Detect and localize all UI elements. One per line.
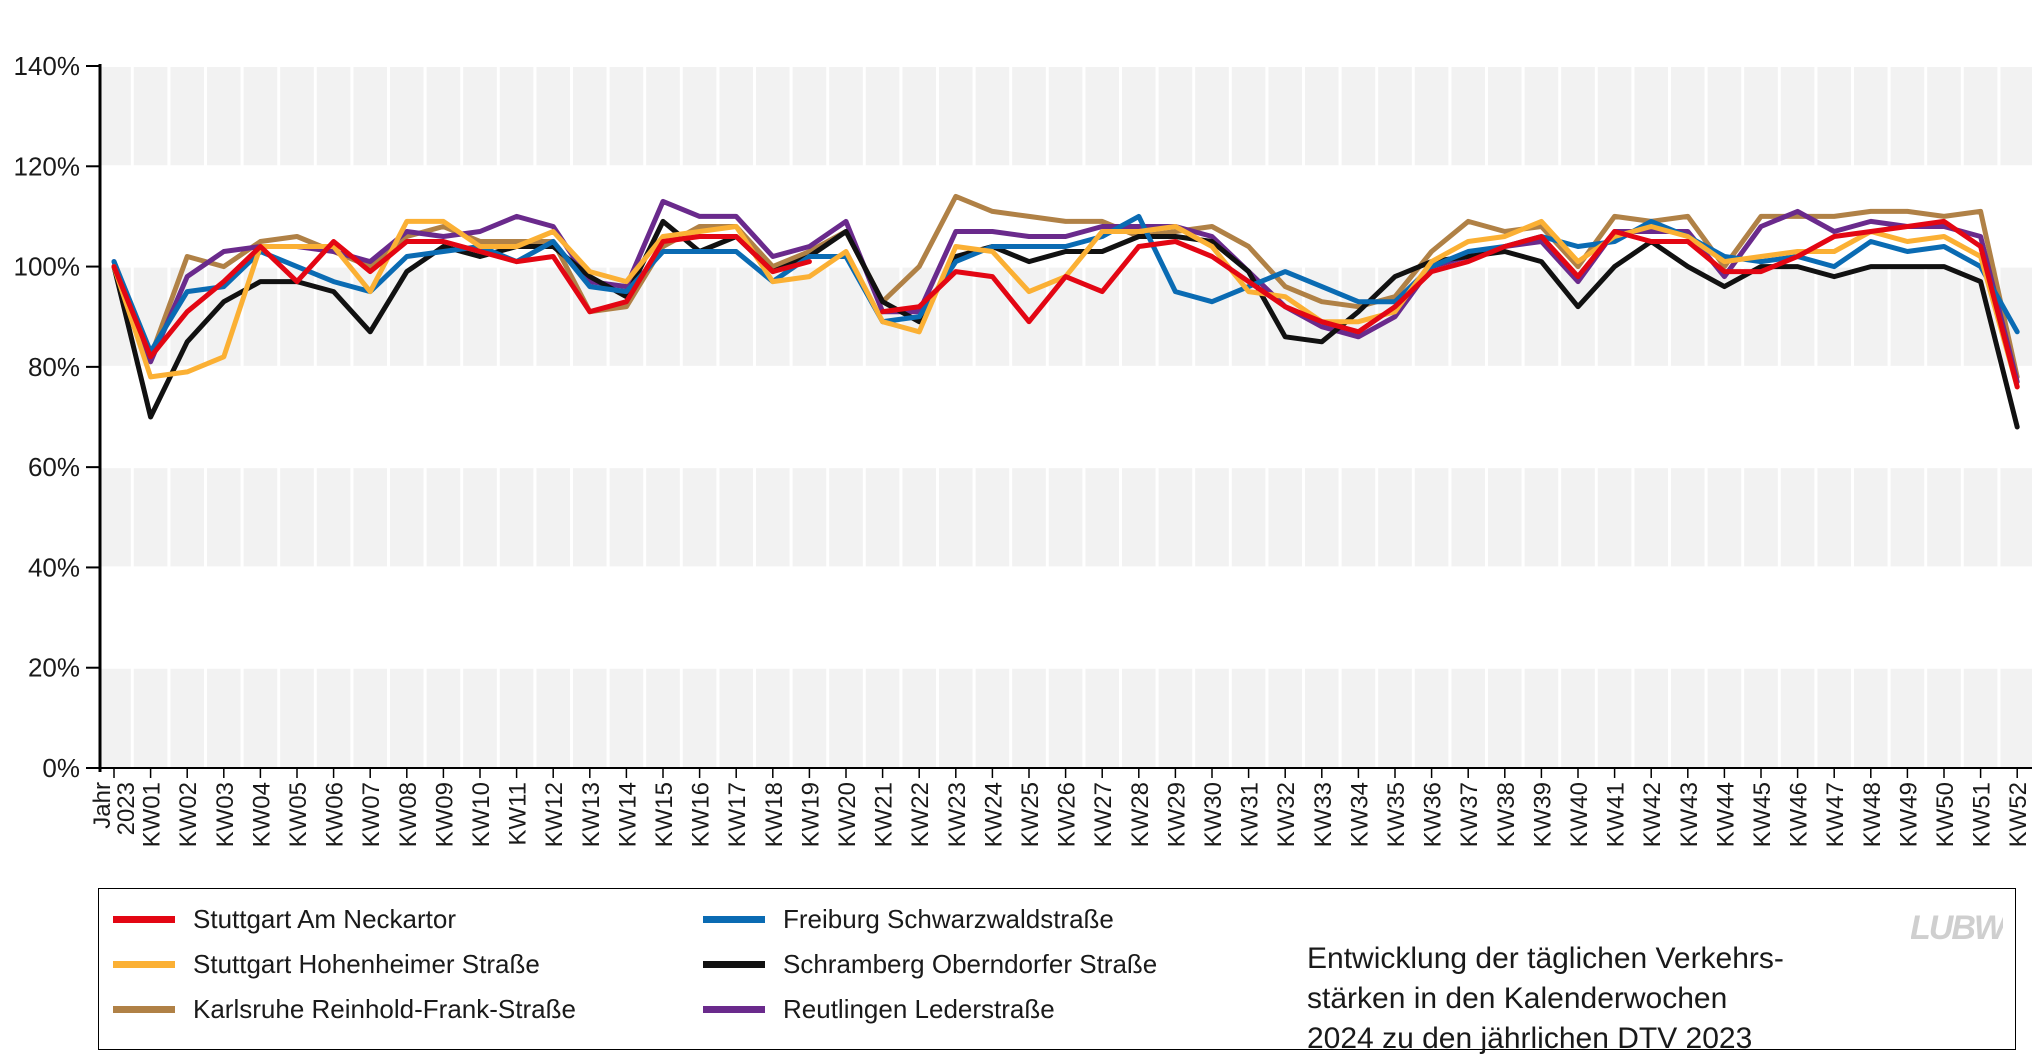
- x-tick-label: KW45: [1749, 782, 1776, 847]
- x-tick-label: KW35: [1383, 782, 1410, 847]
- x-tick-label: KW17: [724, 782, 751, 847]
- series-line-3: [111, 193, 2020, 380]
- y-tick-label: 100%: [14, 252, 81, 282]
- x-tick-label: KW52: [2005, 782, 2032, 847]
- lubw-logo-text: LUBW: [1911, 909, 2003, 947]
- legend-label: Reutlingen Lederstraße: [783, 994, 1055, 1024]
- chart-caption: Entwicklung der täglichen Verkehrs- stär…: [1307, 939, 1927, 1059]
- x-tick-label: KW09: [431, 782, 458, 847]
- x-tick-label: KW38: [1493, 782, 1520, 847]
- x-tick-label: KW43: [1676, 782, 1703, 847]
- y-tick-label: 40%: [28, 552, 80, 582]
- legend-item: Reutlingen Lederstraße: [703, 989, 1055, 1029]
- x-tick-label: KW15: [651, 782, 678, 847]
- x-tick-label: KW12: [541, 782, 568, 847]
- x-tick-label: KW05: [285, 782, 312, 847]
- x-tick-label: KW06: [322, 782, 349, 847]
- x-tick-label: KW11: [505, 782, 532, 846]
- legend-swatch: [113, 960, 175, 968]
- x-tick-label: KW27: [1090, 782, 1117, 847]
- legend: Stuttgart Am Neckartor Stuttgart Hohenhei…: [98, 888, 2016, 1055]
- legend-swatch: [703, 915, 765, 923]
- legend-label: Stuttgart Am Neckartor: [193, 904, 456, 934]
- x-tick-label: KW24: [980, 782, 1007, 847]
- legend-swatch: [113, 1005, 175, 1013]
- x-tick-label: KW47: [1822, 782, 1849, 847]
- x-tick-label: 2023: [113, 782, 140, 835]
- x-tick-label: KW20: [834, 782, 861, 847]
- legend-swatch: [113, 915, 175, 923]
- x-tick-label: KW26: [1054, 782, 1081, 847]
- y-tick-label: 20%: [28, 653, 80, 683]
- x-tick-label: KW01: [139, 782, 166, 847]
- x-tick-label: KW19: [797, 782, 824, 847]
- x-tick-label: KW32: [1273, 782, 1300, 847]
- x-tick-label: KW03: [212, 782, 239, 847]
- x-tick-label: KW25: [1017, 782, 1044, 847]
- caption-line-1: Entwicklung der täglichen Verkehrs-: [1307, 942, 1784, 975]
- plot-band: [100, 567, 2032, 668]
- x-tick-label: KW23: [944, 782, 971, 847]
- y-tick-label: 140%: [14, 51, 81, 81]
- x-tick-label: KW36: [1420, 782, 1447, 847]
- x-tick-label: Jahr: [89, 782, 116, 829]
- x-tick-label: KW29: [1163, 782, 1190, 847]
- x-tick-label: KW48: [1859, 782, 1886, 847]
- y-tick-label: 120%: [14, 151, 81, 181]
- x-tick-label: KW31: [1237, 782, 1264, 847]
- x-tick-label: KW07: [358, 782, 385, 847]
- x-tick-label: KW51: [1969, 782, 1996, 847]
- x-tick-label: KW21: [871, 782, 898, 847]
- legend-label: Schramberg Oberndorfer Straße: [783, 949, 1158, 979]
- x-tick-label: KW41: [1603, 782, 1630, 847]
- x-tick-label: KW16: [688, 782, 715, 847]
- legend-item: Schramberg Oberndorfer Straße: [703, 944, 1157, 984]
- lubw-logo: LUBW: [1911, 909, 2003, 947]
- legend-item: Freiburg Schwarzwaldstraße: [703, 899, 1114, 939]
- x-tick-label: KW13: [578, 782, 605, 847]
- x-tick-label: KW33: [1310, 782, 1337, 847]
- x-tick-label: KW14: [614, 782, 641, 847]
- x-tick-label: KW18: [761, 782, 788, 847]
- x-tick-label: KW02: [175, 782, 202, 847]
- caption-line-3: 2024 zu den jährlichen DTV 2023: [1307, 1022, 1753, 1055]
- x-tick-label: KW22: [907, 782, 934, 847]
- series-line-1: [111, 218, 2020, 390]
- x-tick-label: KW37: [1456, 782, 1483, 847]
- legend-label: Freiburg Schwarzwaldstraße: [783, 904, 1114, 934]
- x-tick-label: KW34: [1346, 782, 1373, 847]
- y-tick-label: 80%: [28, 352, 80, 382]
- caption-line-2: stärken in den Kalenderwochen: [1307, 982, 1728, 1015]
- legend-swatch: [703, 960, 765, 968]
- legend-item: Stuttgart Hohenheimer Straße: [113, 944, 540, 984]
- x-tick-label: KW28: [1127, 782, 1154, 847]
- legend-label: Karlsruhe Reinhold-Frank-Straße: [193, 994, 576, 1024]
- legend-item: Stuttgart Am Neckartor: [113, 899, 456, 939]
- x-tick-label: KW04: [248, 782, 275, 847]
- x-tick-label: KW40: [1566, 782, 1593, 847]
- legend-item: Karlsruhe Reinhold-Frank-Straße: [113, 989, 576, 1029]
- x-tick-label: KW46: [1786, 782, 1813, 847]
- x-tick-label: KW30: [1200, 782, 1227, 847]
- x-tick-label: KW49: [1895, 782, 1922, 847]
- x-tick-label: KW39: [1529, 782, 1556, 847]
- x-tick-label: KW08: [395, 782, 422, 847]
- legend-label: Stuttgart Hohenheimer Straße: [193, 949, 540, 979]
- x-tick-label: KW10: [468, 782, 495, 847]
- x-tick-label: KW50: [1932, 782, 1959, 847]
- plot-band: [100, 366, 2032, 468]
- legend-swatch: [703, 1005, 765, 1013]
- x-tick-label: KW42: [1639, 782, 1666, 847]
- x-tick-label: KW44: [1712, 782, 1739, 847]
- y-tick-label: 0%: [42, 753, 80, 783]
- y-tick-label: 60%: [28, 452, 80, 482]
